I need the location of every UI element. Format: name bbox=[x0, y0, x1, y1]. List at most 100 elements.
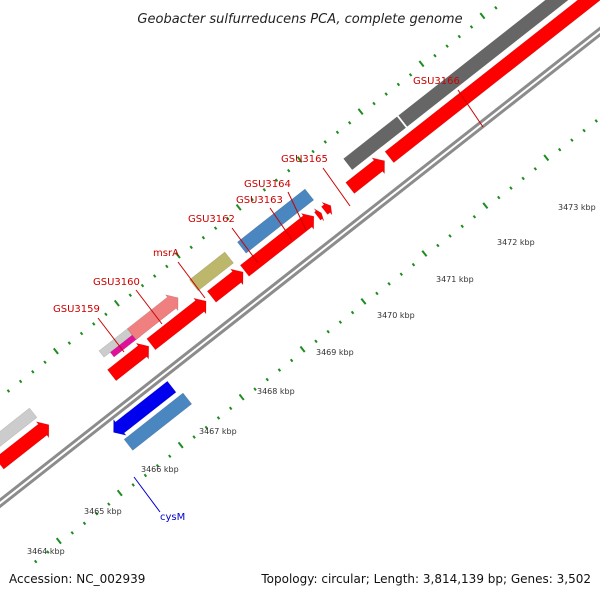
minor-tick bbox=[469, 25, 474, 29]
minor-tick bbox=[216, 416, 221, 420]
gene-label: msrA bbox=[153, 248, 179, 259]
tick-label: 3466 kbp bbox=[141, 465, 179, 474]
minor-tick bbox=[326, 329, 330, 334]
minor-tick bbox=[140, 283, 145, 288]
minor-tick bbox=[43, 360, 47, 365]
minor-tick bbox=[411, 262, 416, 267]
minor-tick bbox=[399, 272, 404, 277]
minor-tick bbox=[31, 370, 35, 374]
gene-box-pink bbox=[126, 294, 179, 341]
gene-box-gray-dark bbox=[343, 116, 407, 171]
minor-tick bbox=[82, 521, 87, 526]
minor-tick bbox=[372, 101, 376, 106]
gene-box-gray bbox=[0, 407, 38, 447]
minor-tick bbox=[189, 245, 193, 250]
gene-box-steel bbox=[123, 392, 193, 451]
major-tick bbox=[421, 250, 428, 257]
major-tick bbox=[55, 537, 62, 545]
minor-tick bbox=[18, 379, 23, 384]
leader-line bbox=[457, 89, 484, 128]
minor-tick bbox=[582, 128, 586, 133]
minor-tick bbox=[79, 331, 84, 336]
tick-label: 3465 kbp bbox=[84, 507, 122, 516]
feature-track bbox=[0, 0, 600, 470]
gene-label: GSU3164 bbox=[244, 179, 291, 190]
minor-tick bbox=[226, 216, 230, 221]
tick-label: 3468 kbp bbox=[257, 387, 295, 396]
minor-tick bbox=[311, 149, 315, 154]
minor-tick bbox=[192, 435, 196, 439]
leader-line bbox=[231, 227, 259, 264]
minor-tick bbox=[228, 406, 233, 411]
major-tick bbox=[116, 489, 123, 497]
minor-tick bbox=[338, 320, 343, 324]
minor-tick bbox=[448, 234, 452, 238]
minor-tick bbox=[557, 147, 562, 152]
cds-arrow bbox=[384, 0, 600, 164]
minor-tick bbox=[350, 310, 355, 315]
cds-arrow bbox=[107, 342, 150, 382]
minor-tick bbox=[570, 138, 574, 142]
major-tick bbox=[52, 347, 59, 355]
gene-label: GSU3163 bbox=[236, 195, 283, 206]
minor-tick bbox=[533, 167, 538, 171]
major-tick bbox=[479, 12, 486, 20]
gene-label: GSU3162 bbox=[188, 214, 235, 225]
minor-tick bbox=[107, 502, 111, 506]
minor-tick bbox=[277, 368, 282, 372]
genome-backbone bbox=[0, 26, 600, 509]
minor-tick bbox=[67, 341, 72, 345]
leader-line bbox=[322, 167, 351, 207]
tick-label: 3470 kbp bbox=[377, 311, 415, 320]
minor-tick bbox=[204, 425, 209, 430]
minor-tick bbox=[314, 339, 318, 344]
major-tick bbox=[238, 393, 245, 401]
leader-line bbox=[97, 317, 125, 353]
minor-tick bbox=[408, 73, 413, 77]
gene-label: GSU3165 bbox=[281, 154, 328, 165]
minor-tick bbox=[335, 130, 340, 135]
minor-tick bbox=[323, 140, 327, 144]
minor-tick bbox=[70, 531, 74, 535]
tick-label: 3464 kbp bbox=[27, 547, 65, 556]
gene-label: GSU3166 bbox=[413, 76, 460, 87]
major-tick bbox=[177, 441, 184, 449]
major-tick bbox=[482, 202, 489, 209]
minor-tick bbox=[128, 293, 133, 297]
map-title: Geobacter sulfurreducens PCA, complete g… bbox=[137, 12, 462, 27]
backbone-line-upper bbox=[0, 26, 600, 502]
leader-line bbox=[269, 207, 293, 241]
major-tick bbox=[299, 345, 306, 353]
tick-label: 3467 kbp bbox=[199, 427, 237, 436]
tick-label: 3471 kbp bbox=[436, 275, 474, 284]
cds-arrow bbox=[345, 157, 385, 194]
major-tick bbox=[360, 298, 367, 305]
minor-tick bbox=[152, 274, 157, 278]
minor-tick bbox=[46, 550, 50, 554]
minor-tick bbox=[168, 454, 172, 459]
gene-box-blue bbox=[113, 380, 177, 436]
major-tick bbox=[174, 251, 181, 259]
minor-tick bbox=[94, 511, 99, 516]
minor-tick bbox=[594, 119, 598, 123]
tick-label: 3472 kbp bbox=[497, 238, 535, 247]
minor-tick bbox=[509, 186, 513, 190]
minor-tick bbox=[250, 197, 254, 202]
minor-tick bbox=[274, 178, 279, 183]
major-tick bbox=[543, 154, 550, 162]
cds-arrow bbox=[206, 268, 244, 303]
minor-tick bbox=[33, 559, 38, 564]
minor-tick bbox=[165, 264, 169, 269]
inner-tick-ring bbox=[33, 119, 598, 564]
minor-tick bbox=[155, 464, 160, 468]
minor-tick bbox=[265, 377, 269, 382]
minor-tick bbox=[436, 243, 440, 248]
minor-tick bbox=[460, 224, 464, 229]
minor-tick bbox=[289, 358, 294, 363]
tick-labels: 3464 kbp 3465 kbp 3466 kbp 3467 kbp 3468 kbp… bbox=[27, 203, 596, 556]
minor-tick bbox=[92, 322, 96, 326]
major-tick bbox=[357, 108, 364, 115]
backbone-line-lower bbox=[0, 32, 600, 509]
